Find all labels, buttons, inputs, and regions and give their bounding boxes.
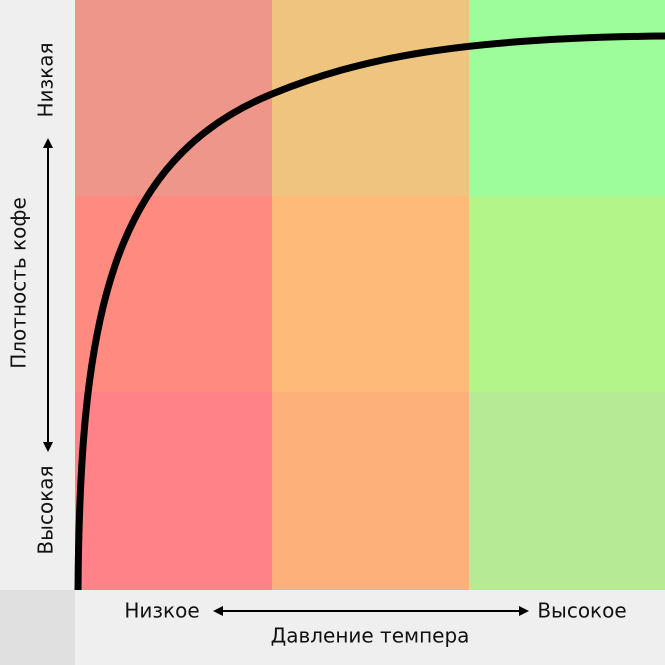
y-bottom-label: Высокая <box>34 465 58 554</box>
cell <box>75 392 272 590</box>
x-axis-label: Давление темпера <box>271 624 470 648</box>
cell <box>272 392 469 590</box>
y-axis-label: Плотность кофе <box>7 197 31 369</box>
x-right-label: Высокое <box>537 599 626 623</box>
cell <box>272 196 469 392</box>
cell <box>272 0 469 196</box>
cell <box>469 392 665 590</box>
cell <box>469 0 665 196</box>
cell <box>469 196 665 392</box>
grid <box>75 0 665 590</box>
x-left-label: Низкое <box>124 599 199 623</box>
y-top-label: Низкая <box>34 42 58 117</box>
corner <box>0 590 75 665</box>
curve <box>74 32 665 591</box>
